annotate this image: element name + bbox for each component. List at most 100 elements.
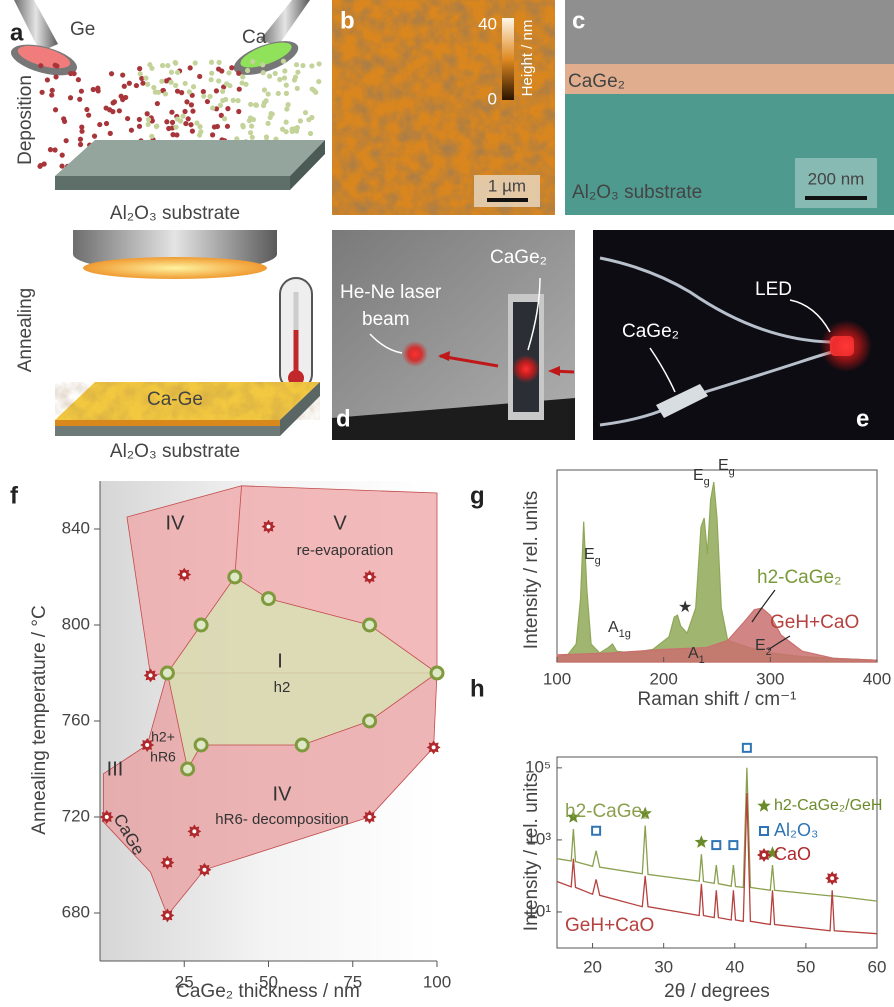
panel-letter: g (470, 482, 485, 509)
substrate-side (55, 176, 290, 190)
atom (191, 84, 196, 89)
region-label: IV (166, 512, 186, 534)
y-tick-label: 760 (62, 710, 90, 729)
panel-letter: c (572, 7, 585, 34)
atom (190, 129, 195, 134)
annotation-text: E (693, 467, 704, 484)
led-label: LED (755, 279, 792, 300)
atom (77, 97, 82, 102)
x-tick-label: 20 (583, 957, 602, 976)
atom (197, 74, 202, 79)
atom (127, 81, 132, 86)
colorbar-max: 40 (478, 14, 497, 33)
atom (45, 77, 50, 82)
layer-label: CaGe₂ (568, 71, 625, 92)
data-point (195, 739, 207, 751)
region-label: re-evaporation (297, 542, 394, 559)
atom (316, 61, 321, 66)
panel-letter: f (10, 482, 19, 509)
y-axis-label: Annealing temperature / °C (29, 605, 50, 834)
x-tick-label: 200 (649, 669, 677, 688)
atom (187, 89, 192, 94)
series-label: h2-CaGe₂ (565, 801, 649, 822)
atom (68, 95, 73, 100)
y-tick-label: 680 (62, 902, 90, 921)
x-tick-label: 400 (863, 669, 891, 688)
atom (140, 81, 145, 86)
annealing-label: Annealing (15, 288, 36, 373)
deposition-label: Deposition (15, 75, 36, 165)
substrate-label: Al₂O₃ substrate (110, 441, 240, 462)
atom (122, 84, 127, 89)
atom (273, 71, 278, 76)
ca-source-arm (260, 0, 310, 46)
colorbar (502, 18, 514, 100)
atom (173, 83, 178, 88)
atom (169, 110, 174, 115)
atom (263, 98, 268, 103)
series-label: h2-CaGe₂ (757, 567, 841, 588)
y-tick-label: 840 (62, 518, 90, 537)
y-tick-label: 720 (62, 806, 90, 825)
region-label: IV (273, 783, 293, 805)
atom (86, 113, 91, 118)
data-point (263, 593, 275, 605)
annotation-text: A (688, 645, 699, 662)
atom (240, 123, 245, 128)
atom (284, 83, 289, 88)
panel-c: 200 nm CaGe₂ Al₂O₃ substrate (565, 0, 894, 215)
legend-symbol (760, 827, 768, 835)
region-label: hR6 (150, 749, 176, 765)
data-point (364, 619, 376, 631)
y-axis-label: Intensity / rel. units (521, 491, 542, 649)
atom (190, 109, 195, 114)
annotation-subscript: 1 (699, 654, 705, 666)
atom (284, 91, 289, 96)
y-axis-label: Intensity / rel. units (521, 773, 542, 931)
atom (225, 106, 230, 111)
atom (72, 71, 77, 76)
panel-a: Ge Ca Deposition Al₂O₃ substrate Anneali… (8, 0, 325, 462)
atom (276, 91, 281, 96)
annotation: A1g (608, 619, 631, 640)
atom (225, 124, 230, 129)
atom (229, 65, 234, 70)
figure: Ge Ca Deposition Al₂O₃ substrate Anneali… (0, 0, 894, 1007)
atom (207, 94, 212, 99)
laser-spot (512, 355, 540, 383)
atom (160, 63, 165, 68)
x-tick-label: 40 (725, 957, 744, 976)
marker-center (267, 525, 271, 529)
atom (76, 77, 81, 82)
atom (137, 124, 142, 129)
heater-body (73, 230, 277, 254)
marker-center (368, 815, 372, 819)
atom (250, 59, 255, 64)
atom (49, 92, 54, 97)
atom (284, 120, 289, 125)
atom (245, 68, 250, 73)
atom (151, 85, 156, 90)
atom (209, 71, 214, 76)
sample-label: CaGe₂ (622, 321, 679, 342)
data-point (364, 715, 376, 727)
atom (284, 129, 289, 134)
atom (188, 122, 193, 127)
peak-marker (729, 841, 737, 849)
marker-center (105, 815, 109, 819)
atom (137, 117, 142, 122)
peak-marker (712, 841, 720, 849)
atom (79, 89, 84, 94)
series-label: GeH+CaO (565, 915, 654, 936)
region-label: V (333, 512, 347, 534)
atom (117, 108, 122, 113)
region-label: h2 (274, 679, 291, 696)
atom (169, 70, 174, 75)
marker-center (432, 745, 436, 749)
atom (270, 111, 275, 116)
atom (92, 134, 97, 139)
legend-label: CaO (774, 844, 811, 864)
atom (154, 124, 159, 129)
vacuum (565, 0, 894, 66)
marker-center (762, 853, 766, 857)
